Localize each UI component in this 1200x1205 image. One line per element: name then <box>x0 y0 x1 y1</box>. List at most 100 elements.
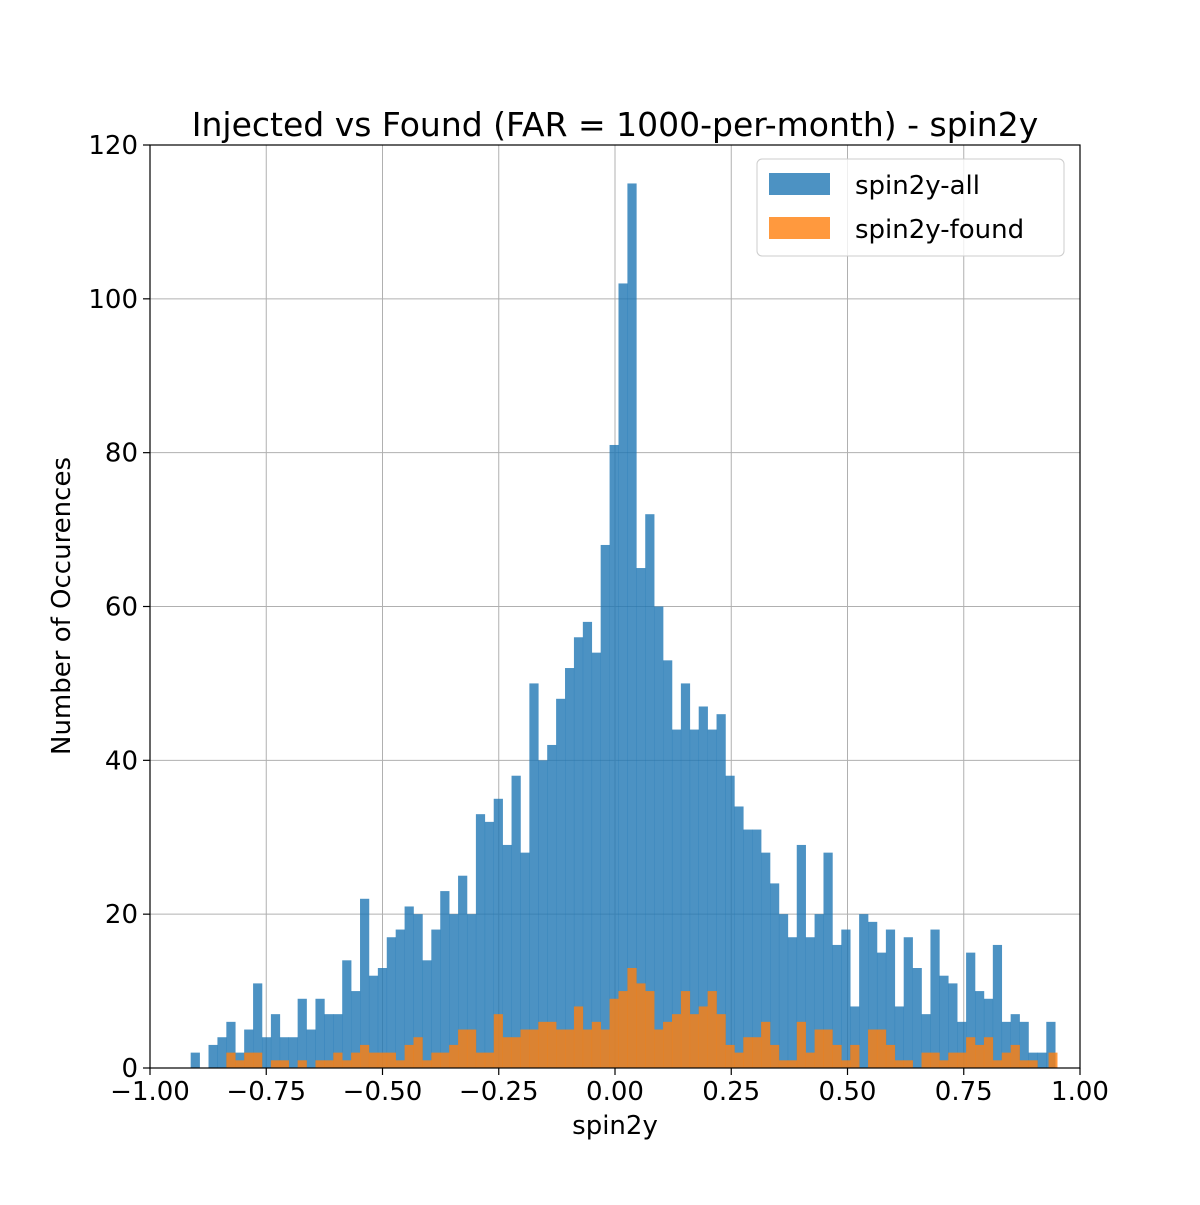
bar-spin2y-all <box>966 952 976 1068</box>
bar-spin2y-all <box>244 1029 254 1068</box>
bar-spin2y-found <box>253 1052 263 1068</box>
bar-spin2y-found <box>475 1052 486 1068</box>
bar-spin2y-all <box>743 829 753 1068</box>
bar-spin2y-found <box>377 1052 388 1068</box>
bar-spin2y-found <box>627 968 637 1068</box>
bar-spin2y-found <box>404 1044 414 1068</box>
bar-spin2y-all <box>814 914 824 1068</box>
bar-spin2y-found <box>1019 1060 1029 1068</box>
bar-spin2y-all <box>422 960 432 1068</box>
bar-spin2y-found <box>422 1060 432 1068</box>
bar-spin2y-found <box>787 1060 798 1068</box>
bar-spin2y-all <box>778 914 789 1068</box>
bar-spin2y-found <box>761 1021 771 1068</box>
bar-spin2y-found <box>333 1052 343 1068</box>
bar-spin2y-all <box>698 706 708 1068</box>
bar-spin2y-found <box>885 1044 896 1068</box>
bar-spin2y-all <box>306 1029 316 1068</box>
bar-spin2y-found <box>671 1014 682 1068</box>
bar-spin2y-all <box>761 852 771 1068</box>
chart-title: Injected vs Found (FAR = 1000-per-month)… <box>192 105 1039 144</box>
bar-spin2y-found <box>903 1060 913 1068</box>
bar-spin2y-found <box>948 1052 958 1068</box>
bar-spin2y-found <box>520 1029 530 1068</box>
bar-spin2y-all <box>618 283 628 1068</box>
bar-spin2y-all <box>449 914 459 1068</box>
bar-spin2y-all <box>876 952 887 1068</box>
bar-spin2y-all <box>565 668 575 1068</box>
bar-spin2y-all <box>796 844 806 1068</box>
bar-spin2y-all <box>930 929 940 1068</box>
bar-spin2y-all <box>431 929 441 1068</box>
bar-spin2y-found <box>618 991 628 1068</box>
bar-spin2y-found <box>698 1006 708 1068</box>
bar-spin2y-all <box>752 829 762 1068</box>
bar-spin2y-all <box>520 852 530 1068</box>
bar-spin2y-all <box>270 1014 281 1068</box>
bar-spin2y-found <box>449 1044 459 1068</box>
x-axis-title: spin2y <box>572 1111 658 1141</box>
bar-spin2y-all <box>529 683 539 1068</box>
bar-spin2y-found <box>342 1060 352 1068</box>
bar-spin2y-all <box>208 1044 218 1068</box>
legend-label-all: spin2y-all <box>855 171 980 201</box>
bar-spin2y-all <box>333 1014 343 1068</box>
bar-spin2y-all <box>493 798 503 1068</box>
bar-spin2y-found <box>1010 1044 1020 1068</box>
bar-spin2y-all <box>645 514 655 1068</box>
bar-spin2y-found <box>841 1060 851 1068</box>
y-tick-label: 100 <box>88 285 138 315</box>
bar-spin2y-all <box>547 744 557 1068</box>
bar-spin2y-all <box>413 914 423 1068</box>
bar-spin2y-found <box>573 1006 584 1068</box>
legend-swatch-found <box>769 217 830 239</box>
bar-spin2y-found <box>939 1060 949 1068</box>
bar-spin2y-found <box>395 1060 405 1068</box>
bar-spin2y-all <box>261 1037 272 1068</box>
bar-spin2y-all <box>582 621 593 1068</box>
bar-spin2y-all <box>573 637 584 1068</box>
bar-spin2y-found <box>226 1052 236 1068</box>
bar-spin2y-found <box>600 1029 610 1068</box>
bar-spin2y-all <box>368 975 379 1068</box>
bar-spin2y-all <box>538 760 548 1068</box>
bar-spin2y-all <box>975 991 985 1068</box>
legend-label-found: spin2y-found <box>855 215 1024 245</box>
bar-spin2y-all <box>868 921 878 1068</box>
bar-spin2y-all <box>475 814 486 1068</box>
y-tick-label: 120 <box>88 131 138 161</box>
bar-spin2y-found <box>680 991 691 1068</box>
bar-spin2y-found <box>270 1060 281 1068</box>
bar-spin2y-all <box>707 729 717 1068</box>
series-spin2y-all <box>190 183 1056 1069</box>
bar-spin2y-found <box>876 1029 887 1068</box>
bar-spin2y-all <box>903 937 913 1068</box>
bar-spin2y-all <box>894 1006 904 1068</box>
bar-spin2y-found <box>975 1044 985 1068</box>
x-tick-label: 1.00 <box>1051 1077 1109 1107</box>
bar-spin2y-found <box>502 1037 512 1068</box>
x-tick-label: 0.75 <box>935 1077 993 1107</box>
bar-spin2y-all <box>636 568 646 1068</box>
bar-spin2y-found <box>493 1014 503 1068</box>
bar-spin2y-all <box>511 775 521 1068</box>
bar-spin2y-found <box>868 1029 878 1068</box>
bar-spin2y-found <box>386 1052 396 1068</box>
y-tick-label: 0 <box>121 1054 138 1084</box>
bar-spin2y-all <box>1046 1021 1056 1068</box>
bar-spin2y-found <box>930 1052 940 1068</box>
x-tick-label: −0.50 <box>343 1077 423 1107</box>
legend-swatch-all <box>769 173 830 195</box>
bar-spin2y-found <box>529 1029 539 1068</box>
x-tick-label: −0.75 <box>226 1077 306 1107</box>
bar-spin2y-all <box>1001 1021 1011 1068</box>
bar-spin2y-all <box>458 875 468 1068</box>
bar-spin2y-found <box>511 1037 521 1068</box>
bar-spin2y-all <box>627 183 637 1069</box>
bar-spin2y-found <box>663 1021 673 1068</box>
bar-spin2y-all <box>689 729 700 1068</box>
bar-spin2y-found <box>734 1052 744 1068</box>
bar-spin2y-found <box>743 1037 753 1068</box>
bar-spin2y-found <box>591 1021 601 1068</box>
